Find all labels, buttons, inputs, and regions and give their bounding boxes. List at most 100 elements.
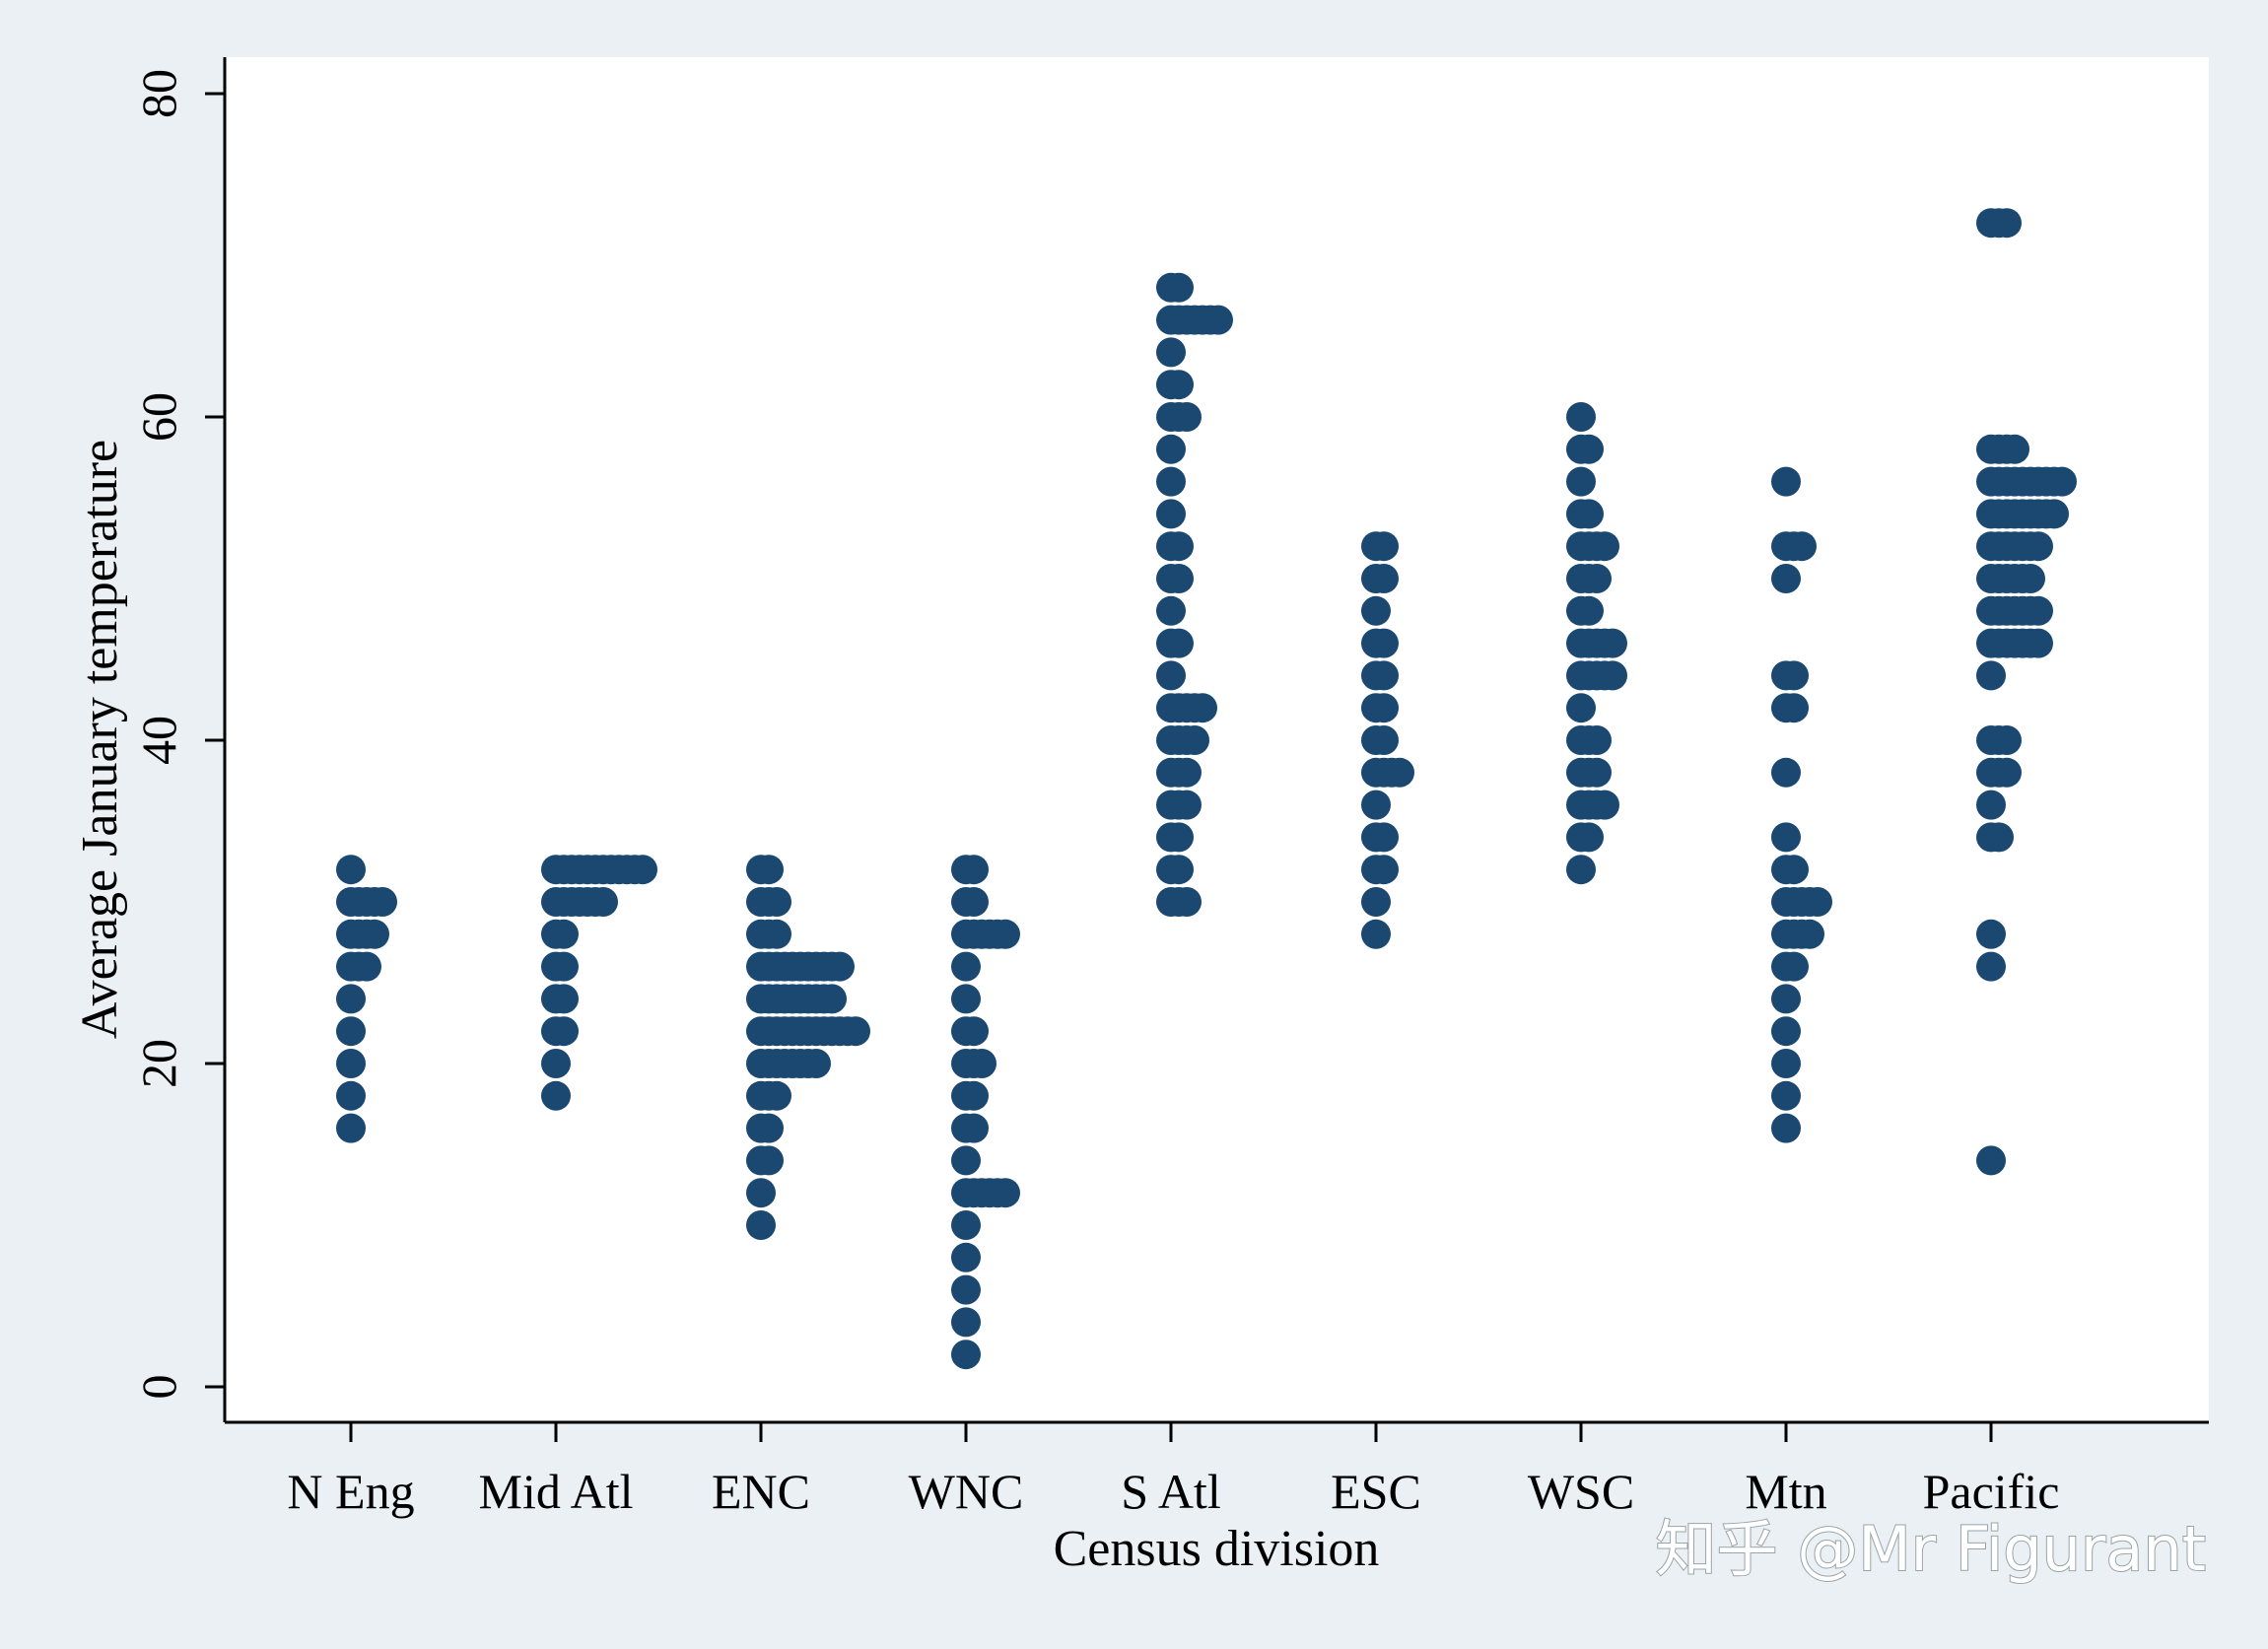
- data-point: [1992, 725, 2022, 755]
- data-point: [2047, 466, 2077, 497]
- y-tick-label: 0: [131, 1375, 186, 1400]
- data-point: [1203, 305, 1233, 335]
- data-point: [2024, 531, 2053, 562]
- data-point: [1156, 434, 1186, 464]
- data-point: [959, 1080, 989, 1111]
- data-point: [1992, 208, 2022, 239]
- data-point: [1566, 855, 1596, 885]
- data-point: [1369, 822, 1399, 853]
- data-point: [1188, 693, 1217, 723]
- data-point: [951, 1145, 981, 1176]
- data-point: [1590, 790, 1619, 820]
- x-tick-label: ESC: [1331, 1464, 1421, 1519]
- data-point: [1771, 757, 1801, 788]
- data-point: [1156, 660, 1186, 691]
- data-point: [549, 984, 579, 1014]
- x-tick-label: Pacific: [1923, 1464, 2060, 1519]
- data-point: [1172, 402, 1202, 432]
- data-point: [746, 1178, 776, 1208]
- data-point: [801, 1049, 831, 1078]
- data-point: [1156, 466, 1186, 497]
- data-point: [951, 1340, 981, 1370]
- data-point: [1771, 564, 1801, 593]
- data-point: [549, 1016, 579, 1047]
- data-point: [1771, 1016, 1801, 1047]
- data-point: [959, 1016, 989, 1047]
- x-tick-label: Mid Atl: [479, 1464, 634, 1519]
- data-point: [1582, 725, 1612, 755]
- data-point: [951, 951, 981, 982]
- data-point: [1574, 595, 1604, 626]
- data-point: [2024, 628, 2053, 658]
- data-point: [336, 1016, 366, 1047]
- data-point: [1574, 499, 1604, 529]
- data-point: [959, 1113, 989, 1143]
- data-point: [1787, 531, 1817, 562]
- data-point: [1164, 855, 1194, 885]
- data-point: [754, 855, 784, 885]
- data-point: [959, 855, 989, 885]
- x-tick-label: ENC: [712, 1464, 810, 1519]
- data-point: [754, 1145, 784, 1176]
- data-point: [541, 1049, 571, 1078]
- data-point: [1369, 531, 1399, 562]
- data-point: [1771, 1049, 1801, 1078]
- data-point: [817, 984, 847, 1014]
- data-point: [825, 951, 855, 982]
- data-point: [1976, 790, 2006, 820]
- data-point: [1992, 757, 2022, 788]
- x-axis-title: Census division: [1054, 1521, 1380, 1577]
- data-point: [1598, 628, 1627, 658]
- plot-area: [225, 57, 2209, 1422]
- data-point: [1598, 660, 1627, 691]
- data-point: [762, 919, 791, 949]
- data-point: [2039, 499, 2069, 529]
- data-point: [1590, 531, 1619, 562]
- data-point: [762, 1080, 791, 1111]
- y-axis-ticks: 0 20 40 60 80: [131, 69, 225, 1400]
- data-point: [1803, 887, 1832, 917]
- data-point: [1156, 337, 1186, 368]
- x-tick-label: N Eng: [287, 1464, 414, 1519]
- data-point: [1771, 984, 1801, 1014]
- data-point: [1361, 595, 1391, 626]
- data-point: [1361, 919, 1391, 949]
- data-point: [336, 855, 366, 885]
- data-point: [746, 1210, 776, 1240]
- data-point: [1771, 466, 1801, 497]
- data-point: [1771, 1080, 1801, 1111]
- data-point: [541, 1080, 571, 1111]
- data-point: [1172, 887, 1202, 917]
- data-point: [1164, 531, 1194, 562]
- data-markers: [336, 208, 2077, 1370]
- data-point: [951, 1307, 981, 1338]
- data-point: [1582, 757, 1612, 788]
- data-point: [1369, 628, 1399, 658]
- data-point: [1180, 725, 1209, 755]
- data-point: [1976, 1145, 2006, 1176]
- data-point: [1164, 370, 1194, 400]
- data-point: [951, 1210, 981, 1240]
- data-point: [959, 887, 989, 917]
- data-point: [1172, 790, 1202, 820]
- data-point: [1369, 564, 1399, 593]
- data-point: [754, 1113, 784, 1143]
- data-point: [1771, 822, 1801, 853]
- y-axis-title: Average January temperature: [72, 440, 128, 1039]
- data-point: [1779, 855, 1809, 885]
- data-point: [1164, 564, 1194, 593]
- data-point: [1369, 693, 1399, 723]
- data-point: [628, 855, 657, 885]
- data-point: [588, 887, 618, 917]
- y-tick-label: 60: [131, 392, 186, 442]
- x-tick-label: WNC: [909, 1464, 1024, 1519]
- data-point: [336, 1113, 366, 1143]
- data-point: [549, 951, 579, 982]
- y-tick-label: 40: [131, 716, 186, 765]
- data-point: [2024, 595, 2053, 626]
- data-point: [1779, 693, 1809, 723]
- data-point: [1385, 757, 1414, 788]
- data-point: [1779, 660, 1809, 691]
- data-point: [1566, 466, 1596, 497]
- data-point: [1369, 725, 1399, 755]
